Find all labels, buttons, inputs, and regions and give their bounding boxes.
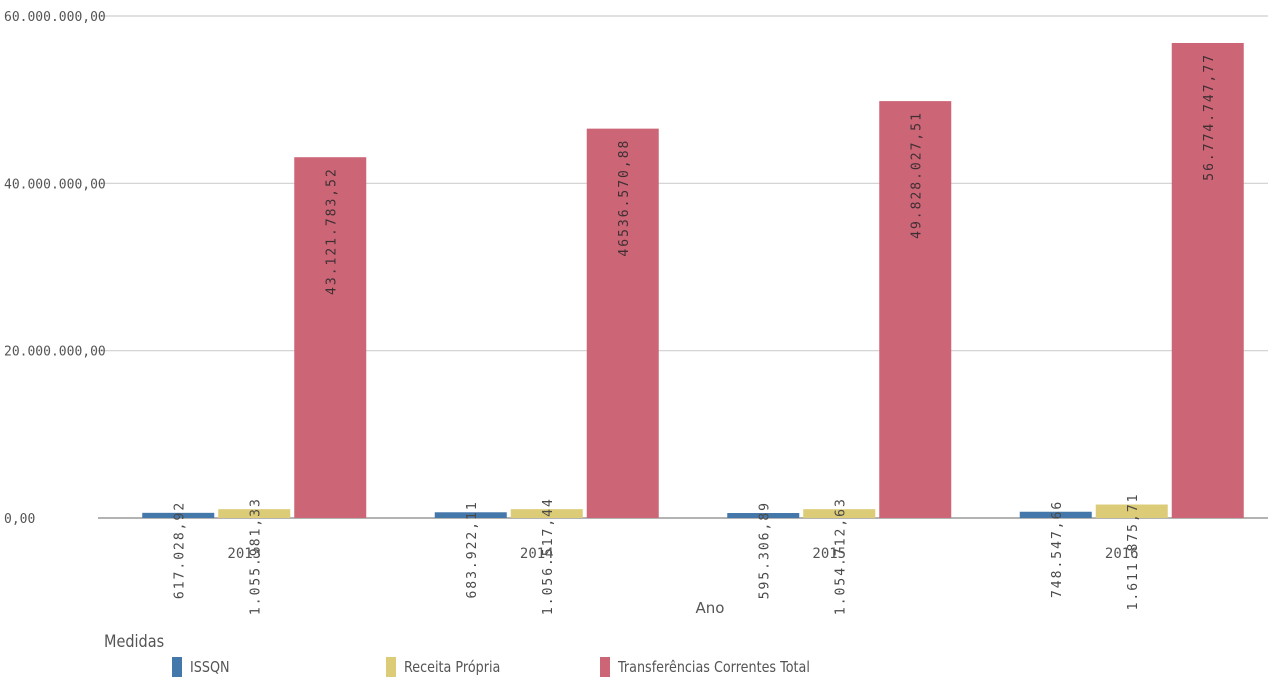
bar[interactable] — [803, 509, 876, 518]
legend-item-issqn[interactable]: ISSQN — [172, 656, 237, 678]
bar[interactable] — [727, 513, 800, 518]
bar[interactable] — [294, 157, 367, 518]
bar[interactable] — [142, 512, 215, 518]
x-tick-label: 2013 — [227, 546, 261, 562]
legend-label-receita-propria: Receita Própria — [404, 658, 501, 676]
x-tick-label: 2016 — [1105, 546, 1139, 562]
legend-item-transferencias[interactable]: Transferências Correntes Total — [600, 656, 844, 678]
bar[interactable] — [1019, 511, 1092, 518]
bar[interactable] — [510, 509, 583, 518]
legend-item-receita-propria[interactable]: Receita Própria — [386, 656, 517, 678]
legend-label-transferencias: Transferências Correntes Total — [618, 658, 810, 676]
data-label: 46536.570,88 — [617, 139, 632, 257]
data-label: 1.055.981,33 — [248, 497, 263, 615]
x-axis: 2013 2014 2015 2016 — [227, 546, 1138, 562]
bar[interactable] — [218, 509, 291, 518]
legend-label-issqn: ISSQN — [190, 658, 230, 676]
data-label: 595.306,89 — [757, 501, 772, 599]
legend-swatch-receita-propria — [386, 657, 396, 677]
data-label: 1.056.517,44 — [541, 497, 556, 615]
y-axis: 0,00 20.000.000,00 40.000.000,00 60.000.000… — [4, 10, 106, 527]
y-tick-label: 40.000.000,00 — [4, 177, 106, 192]
bar[interactable] — [434, 512, 507, 518]
y-tick-label: 0,00 — [4, 512, 35, 527]
data-label: 1.054.712,63 — [833, 497, 848, 615]
data-label: 43.121.783,52 — [324, 167, 339, 295]
y-tick-label: 20.000.000,00 — [4, 345, 106, 360]
legend: Medidas ISSQN Receita Própria Transferên… — [104, 628, 1254, 680]
data-label: 56.774.747,77 — [1202, 53, 1217, 181]
y-tick-label: 60.000.000,00 — [4, 10, 106, 25]
data-label: 49.828.027,51 — [909, 111, 924, 239]
x-tick-label: 2015 — [812, 546, 846, 562]
data-label: 748.547,66 — [1050, 500, 1065, 598]
legend-swatch-issqn — [172, 657, 182, 677]
bar[interactable] — [586, 128, 659, 518]
bar[interactable] — [1095, 504, 1168, 518]
data-label: 617.028,92 — [172, 501, 187, 599]
bar[interactable] — [879, 101, 952, 519]
bars: 617.028,92 1.055.981,33 43.121.783,52 683.9… — [142, 42, 1244, 615]
x-axis-title: Ano — [696, 599, 725, 617]
legend-swatch-transferencias — [600, 657, 610, 677]
data-label: 683.922,11 — [465, 500, 480, 598]
x-tick-label: 2014 — [520, 546, 554, 562]
legend-title: Medidas — [104, 632, 165, 652]
data-label: 1.611.875,71 — [1126, 493, 1141, 611]
bar[interactable] — [1171, 42, 1244, 518]
gridlines — [98, 15, 1268, 519]
